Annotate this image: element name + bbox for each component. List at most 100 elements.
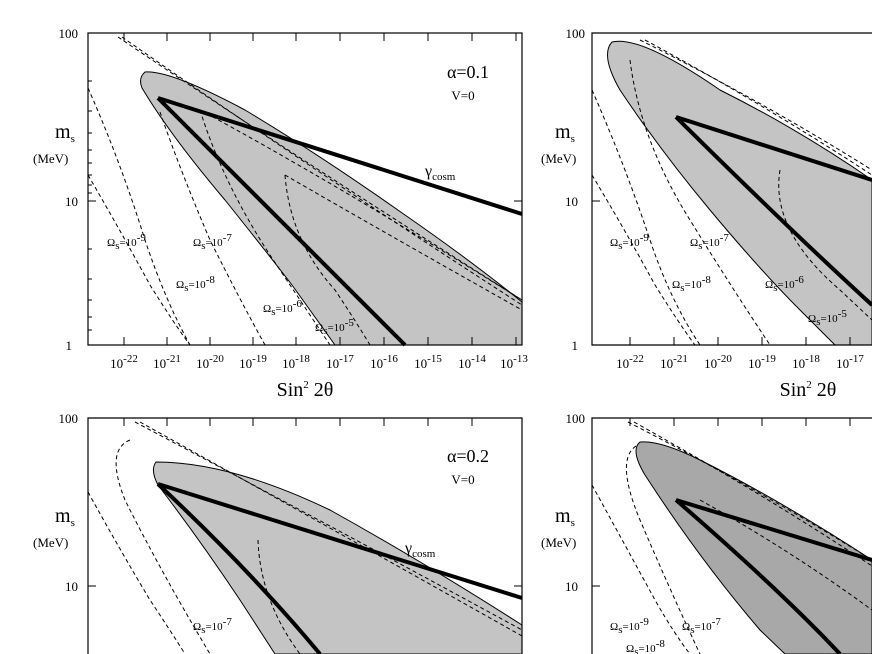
br-contours — [591, 421, 872, 654]
bl-y-label-10: 10 — [65, 579, 78, 594]
tr-contour-a — [591, 89, 701, 346]
omega-label-7: Ωs=10-7 — [193, 232, 232, 252]
tr-contour-e — [644, 39, 872, 176]
bl-contour-c — [134, 421, 523, 631]
omega-contours — [87, 36, 523, 346]
br-omega-labels: Ωs=10-9 Ωs=10-7 Ωs=10-8 — [610, 616, 721, 654]
x-tick-1e-22: 10-22 — [110, 353, 138, 371]
br-omega-label-8: Ωs=10-8 — [626, 638, 665, 654]
contour-omega-8 — [87, 174, 191, 346]
tr-omega-label-9: Ωs=10-9 — [610, 232, 649, 252]
x-tick-labels: 10-22 10-21 10-20 10-19 10-18 10-17 10-1… — [110, 353, 528, 371]
bl-gamma-cosm-label: γcosm — [404, 540, 436, 560]
bl-param-v: V=0 — [451, 472, 474, 487]
bl-ylabel-units: (MeV) — [33, 535, 68, 550]
br-ylabel-units: (MeV) — [541, 535, 576, 550]
br-y-label-10: 10 — [565, 579, 578, 594]
br-gamma-line — [675, 498, 872, 562]
y-ticks — [88, 32, 522, 331]
tr-contour-f — [778, 169, 872, 321]
param-v: V=0 — [451, 88, 474, 103]
tr-omega-label-7: Ωs=10-7 — [690, 232, 729, 252]
contour-omega-6 — [199, 109, 331, 346]
panel-top-left: 100 10 1 ms (MeV) 10-22 10-21 10-20 10-1… — [33, 26, 528, 401]
bl-ylabel-m: ms — [55, 505, 75, 529]
br-y-label-100: 100 — [566, 411, 586, 426]
contour-top-4 — [284, 174, 523, 311]
br-contour-d — [633, 421, 872, 567]
ylabel-m: ms — [55, 121, 75, 145]
tr-x-tick-1e-19: 10-19 — [748, 353, 776, 371]
lower-branch-line — [156, 96, 407, 347]
ylabel-units: (MeV) — [33, 151, 68, 166]
tr-contour-b — [591, 174, 696, 346]
x-tick-1e-14: 10-14 — [458, 353, 486, 371]
br-contour-a — [626, 445, 701, 654]
contour-omega-9 — [87, 87, 191, 346]
y-label-10: 10 — [65, 194, 78, 209]
omega-label-6: Ωs=10-6 — [263, 298, 302, 318]
xlabel: Sin2 2θ — [277, 379, 334, 401]
x-tick-1e-13: 10-13 — [500, 353, 528, 371]
contour-top-3 — [199, 109, 523, 301]
tr-x-tick-1e-18: 10-18 — [792, 353, 820, 371]
omega-label-9: Ωs=10-9 — [107, 232, 146, 252]
tr-contour-d — [639, 39, 872, 171]
bl-gamma-line — [157, 482, 523, 600]
br-omega-label-9: Ωs=10-9 — [610, 616, 649, 636]
tr-x-tick-1e-21: 10-21 — [660, 353, 688, 371]
tr-gamma-line — [675, 115, 872, 182]
panel-bottom-left: 100 10 ms (MeV) α=0.2 V=0 γcosm Ωs=10-7 — [33, 411, 523, 654]
bl-ticks — [88, 418, 522, 587]
tr-contour-c — [629, 59, 771, 346]
br-shaded-region — [635, 441, 872, 654]
br-omega-label-7: Ωs=10-7 — [682, 616, 721, 636]
inner-region — [200, 126, 522, 345]
x-tick-1e-15: 10-15 — [414, 353, 442, 371]
y-label-1: 1 — [66, 338, 73, 353]
param-alpha: α=0.1 — [447, 62, 489, 82]
gamma-cosm-line — [157, 96, 523, 216]
bl-y-label-100: 100 — [59, 411, 79, 426]
tr-ticks — [592, 200, 851, 345]
bl-param-alpha: α=0.2 — [447, 446, 489, 466]
x-tick-1e-18: 10-18 — [282, 353, 310, 371]
tr-y-label-100: 100 — [566, 26, 586, 41]
panel-top-right: 100 10 1 ms (MeV) 10-22 10-21 10-20 10-1… — [541, 26, 872, 401]
tr-ylabel-units: (MeV) — [541, 151, 576, 166]
tr-x-tick-1e-17: 10-17 — [836, 353, 864, 371]
tr-ylabel-m: ms — [555, 121, 575, 145]
y-label-100: 100 — [59, 26, 79, 41]
panel-bottom-right: 100 10 ms (MeV) Ωs=10-9 Ωs=10-7 Ωs=10-8 — [541, 411, 872, 654]
axes-frame — [87, 32, 523, 346]
br-contour-b — [591, 484, 691, 654]
br-ylabel-m: ms — [555, 505, 575, 529]
x-tick-1e-19: 10-19 — [239, 353, 267, 371]
tr-y-label-1: 1 — [572, 338, 579, 353]
bl-contour-d — [139, 421, 523, 637]
br-contour-c — [627, 421, 872, 561]
bl-omega-label-7: Ωs=10-7 — [193, 616, 232, 636]
bl-contour-b — [87, 491, 186, 654]
contour-omega-5 — [284, 174, 371, 346]
contour-omega-7 — [159, 111, 266, 346]
tr-x-tick-1e-20: 10-20 — [704, 353, 732, 371]
tr-lower-branch — [674, 115, 872, 307]
x-tick-1e-20: 10-20 — [196, 353, 224, 371]
br-axes-frame — [591, 417, 872, 654]
br-lower-branch — [674, 498, 842, 654]
bl-contour-a — [115, 439, 211, 654]
tr-xlabel: Sin2 2θ — [780, 379, 837, 401]
x-tick-1e-16: 10-16 — [370, 353, 398, 371]
gamma-cosm-label: γcosm — [424, 163, 456, 183]
tr-contours — [591, 39, 872, 346]
tr-x-tick-1e-22: 10-22 — [616, 353, 644, 371]
omega-label-8: Ωs=10-8 — [176, 274, 215, 294]
tr-y-label-10: 10 — [565, 194, 578, 209]
tr-shaded-region — [607, 40, 872, 346]
x-tick-1e-17: 10-17 — [326, 353, 354, 371]
tr-x-tick-labels: 10-22 10-21 10-20 10-19 10-18 10-17 — [616, 353, 864, 371]
x-ticks — [123, 33, 517, 345]
x-tick-1e-21: 10-21 — [153, 353, 181, 371]
